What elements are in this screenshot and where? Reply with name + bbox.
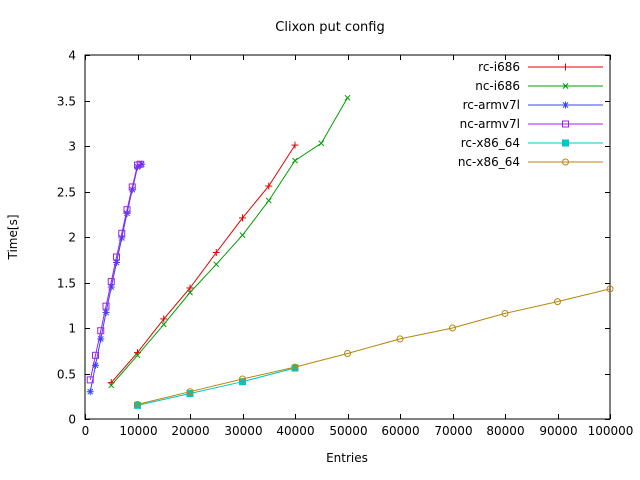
series-nc-i686-line — [110, 97, 348, 386]
filled-square-marker — [562, 139, 569, 147]
open-circle-marker — [134, 400, 141, 408]
x-axis-label: Entries — [326, 451, 368, 465]
open-circle-marker — [449, 324, 456, 332]
cross-marker — [213, 261, 220, 268]
x-tick-label: 0 — [82, 424, 90, 438]
y-tick-label: 1 — [68, 322, 76, 336]
x-tick-label: 40000 — [276, 424, 314, 438]
plot-border — [84, 54, 611, 420]
y-tick-label: 2.5 — [57, 186, 76, 200]
open-circle-marker — [239, 375, 246, 383]
open-square-marker — [113, 253, 120, 261]
y-tick-label: 2 — [68, 231, 76, 245]
asterisk-marker — [92, 362, 99, 369]
legend-label-nc-x86_64: nc-x86_64 — [458, 155, 520, 169]
cross-marker — [239, 232, 246, 239]
open-circle-marker — [291, 363, 299, 371]
x-tick-label: 50000 — [329, 424, 367, 438]
asterisk-marker — [87, 388, 94, 395]
y-axis-label: Time[s] — [6, 215, 20, 261]
chart-title: Clixon put config — [275, 20, 384, 35]
filled-square-marker — [186, 390, 194, 398]
x-tick-label: 80000 — [486, 424, 524, 438]
y-tick-label: 1.5 — [57, 277, 76, 291]
x-tick-label: 60000 — [381, 424, 419, 438]
legend-label-nc-armv7l: nc-armv7l — [460, 117, 520, 131]
x-tick-label: 100000 — [588, 424, 634, 438]
x-tick-label: 10000 — [119, 424, 157, 438]
series-rc-x86_64-line — [137, 367, 296, 406]
series-rc-i686-line — [110, 144, 296, 383]
open-circle-marker — [396, 335, 404, 343]
legend-label-rc-i686: rc-i686 — [478, 60, 520, 74]
open-square-marker — [107, 278, 115, 286]
open-square-marker — [562, 120, 569, 128]
open-square-marker — [97, 327, 105, 335]
open-square-marker — [128, 183, 136, 191]
x-tick-label: 20000 — [171, 424, 209, 438]
open-circle-marker — [562, 158, 569, 166]
cross-marker — [187, 289, 193, 296]
x-tick-label: 30000 — [224, 424, 262, 438]
legend-label-rc-x86_64: rc-x86_64 — [461, 136, 520, 150]
open-circle-marker — [501, 309, 509, 317]
open-square-marker — [123, 206, 131, 214]
open-circle-marker — [186, 388, 194, 396]
cross-marker — [108, 382, 115, 389]
open-square-marker — [86, 376, 94, 384]
open-circle-marker — [606, 285, 614, 293]
y-tick-label: 3 — [68, 140, 76, 154]
cross-marker — [134, 352, 141, 359]
cross-marker — [344, 94, 351, 101]
cross-marker — [562, 83, 569, 89]
y-tick-label: 4 — [68, 49, 76, 63]
cross-marker — [292, 157, 298, 164]
legend-label-nc-i686: nc-i686 — [475, 79, 520, 93]
x-tick-label: 70000 — [434, 424, 472, 438]
open-square-marker — [136, 160, 144, 168]
open-square-marker — [102, 302, 110, 310]
open-square-marker — [92, 351, 99, 359]
y-tick-label: 0 — [68, 413, 76, 427]
series-nc-armv7l-line — [89, 163, 141, 381]
plot-area: 0 10000 20000 30000 40000 50000 60000 70000 8000… — [57, 49, 634, 439]
open-square-marker — [118, 229, 126, 237]
x-tick-label: 90000 — [539, 424, 577, 438]
y-tick-label: 3.5 — [57, 95, 76, 109]
cross-marker — [318, 140, 325, 147]
series-nc-x86_64-line — [137, 288, 611, 405]
open-circle-marker — [344, 349, 351, 357]
y-tick-label: 0.5 — [57, 368, 76, 382]
legend-label-rc-armv7l: rc-armv7l — [463, 98, 520, 112]
cross-marker — [265, 197, 272, 204]
open-circle-marker — [554, 298, 561, 306]
asterisk-marker — [124, 210, 130, 217]
cross-marker — [160, 321, 167, 328]
asterisk-marker — [562, 102, 569, 108]
